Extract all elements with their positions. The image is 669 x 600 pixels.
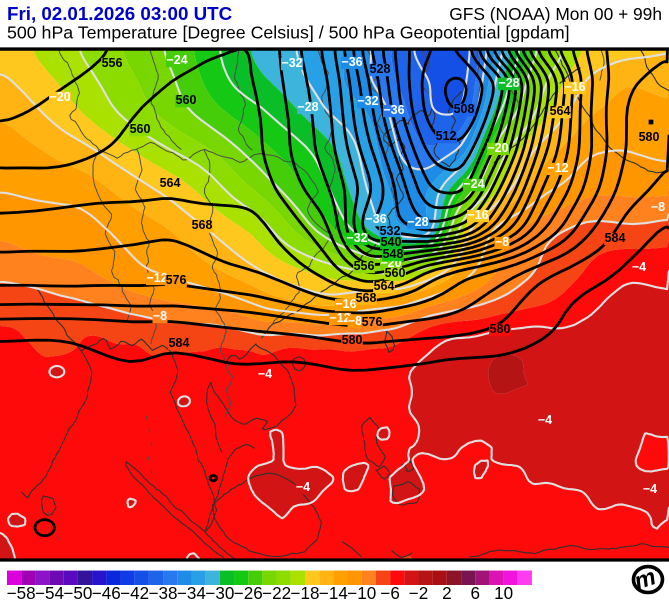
svg-text:−4: −4 [296,480,310,494]
svg-text:528: 528 [370,62,391,76]
svg-text:−36: −36 [341,55,362,69]
svg-text:560: 560 [130,122,151,136]
svg-text:−36: −36 [365,212,386,226]
svg-text:−26: −26 [234,584,263,600]
svg-text:−46: −46 [92,584,121,600]
svg-text:500 hPa Temperature [Degree Ce: 500 hPa Temperature [Degree Celsius] / 5… [7,22,570,42]
svg-text:564: 564 [374,279,395,293]
svg-text:580: 580 [639,130,660,144]
svg-text:−28: −28 [407,215,428,229]
svg-text:−20: −20 [487,141,508,155]
svg-text:−4: −4 [643,482,657,496]
svg-text:−16: −16 [467,208,488,222]
svg-text:548: 548 [383,247,404,261]
svg-text:560: 560 [385,266,406,280]
svg-text:−24: −24 [463,177,484,191]
svg-text:−30: −30 [205,584,234,600]
svg-text:2: 2 [442,584,451,600]
svg-text:−12: −12 [329,311,350,325]
svg-text:−14: −14 [319,584,348,600]
svg-text:−50: −50 [63,584,92,600]
svg-text:576: 576 [362,315,383,329]
svg-text:576: 576 [166,273,187,287]
svg-text:−8: −8 [348,314,362,328]
svg-text:−42: −42 [120,584,149,600]
svg-text:−4: −4 [258,367,272,381]
svg-text:580: 580 [342,333,363,347]
svg-text:−34: −34 [177,584,206,600]
svg-text:−4: −4 [632,260,646,274]
svg-text:−12: −12 [547,161,568,175]
svg-text:−8: −8 [651,200,665,214]
svg-text:GFS (NOAA) Mon 00 + 99h: GFS (NOAA) Mon 00 + 99h [449,4,662,24]
svg-text:−54: −54 [35,584,64,600]
svg-text:−2: −2 [409,584,428,600]
svg-text:10: 10 [494,584,513,600]
svg-text:−8: −8 [153,309,167,323]
svg-text:560: 560 [176,93,197,107]
svg-text:−28: −28 [297,100,318,114]
svg-text:−20: −20 [49,90,70,104]
svg-text:564: 564 [160,176,181,190]
svg-text:564: 564 [550,104,571,118]
svg-text:−32: −32 [346,231,367,245]
svg-text:556: 556 [354,259,375,273]
svg-text:−16: −16 [564,80,585,94]
svg-text:532: 532 [380,224,401,238]
svg-text:−22: −22 [262,584,291,600]
svg-text:584: 584 [169,336,190,350]
svg-text:540: 540 [381,235,402,249]
svg-text:−18: −18 [290,584,319,600]
svg-text:−38: −38 [149,584,178,600]
svg-text:−8: −8 [495,235,509,249]
svg-text:584: 584 [605,231,626,245]
svg-text:568: 568 [192,218,213,232]
svg-text:−36: −36 [383,103,404,117]
svg-text:−6: −6 [380,584,399,600]
svg-text:−24: −24 [166,53,187,67]
svg-text:Fri, 02.01.2026 03:00 UTC: Fri, 02.01.2026 03:00 UTC [7,3,233,24]
svg-text:−32: −32 [357,94,378,108]
svg-text:580: 580 [490,322,511,336]
svg-text:’: ’ [652,564,661,581]
svg-text:−58: −58 [7,584,36,600]
svg-text:−28: −28 [498,76,519,90]
svg-text:6: 6 [470,584,480,600]
svg-text:512: 512 [436,129,457,143]
svg-text:−12: −12 [146,271,167,285]
svg-text:508: 508 [454,102,475,116]
svg-text:−4: −4 [538,413,552,427]
svg-text:−32: −32 [281,56,302,70]
svg-text:−10: −10 [347,584,376,600]
svg-text:556: 556 [102,56,123,70]
svg-text:−16: −16 [335,297,356,311]
svg-text:568: 568 [356,291,377,305]
